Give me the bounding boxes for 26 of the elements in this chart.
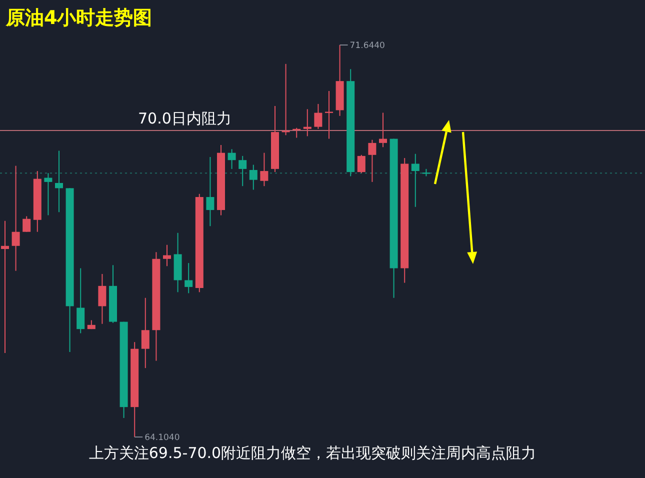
candlestick <box>184 262 193 294</box>
candlestick <box>379 112 387 148</box>
candlestick <box>260 152 268 187</box>
candlestick <box>206 156 214 227</box>
candlestick <box>98 273 106 324</box>
candlestick <box>163 244 171 267</box>
candlestick <box>76 268 85 334</box>
candlestick <box>411 153 420 208</box>
candlestick <box>12 165 20 272</box>
chart-title: 原油4小时走势图 <box>5 7 152 29</box>
candlestick <box>22 216 31 232</box>
annotation: 71.6440 <box>350 41 385 51</box>
annotation: 64.1040 <box>144 433 180 443</box>
candlestick <box>141 297 150 369</box>
candlestick <box>249 164 258 190</box>
candlestick <box>44 172 52 216</box>
candlestick <box>228 148 236 170</box>
candlestick <box>1 220 9 354</box>
candlestick <box>55 150 63 213</box>
ref-line-label: 70.0日内阻力 <box>138 109 232 128</box>
candlestick <box>357 154 366 174</box>
candlestick <box>368 139 376 182</box>
candlestick <box>314 103 322 130</box>
candlestick <box>238 155 247 187</box>
text: 上方关注69.5-70.0附近阻力做空，若出现突破则关注周内高点阻力 <box>88 444 536 462</box>
candlestick <box>303 108 312 137</box>
